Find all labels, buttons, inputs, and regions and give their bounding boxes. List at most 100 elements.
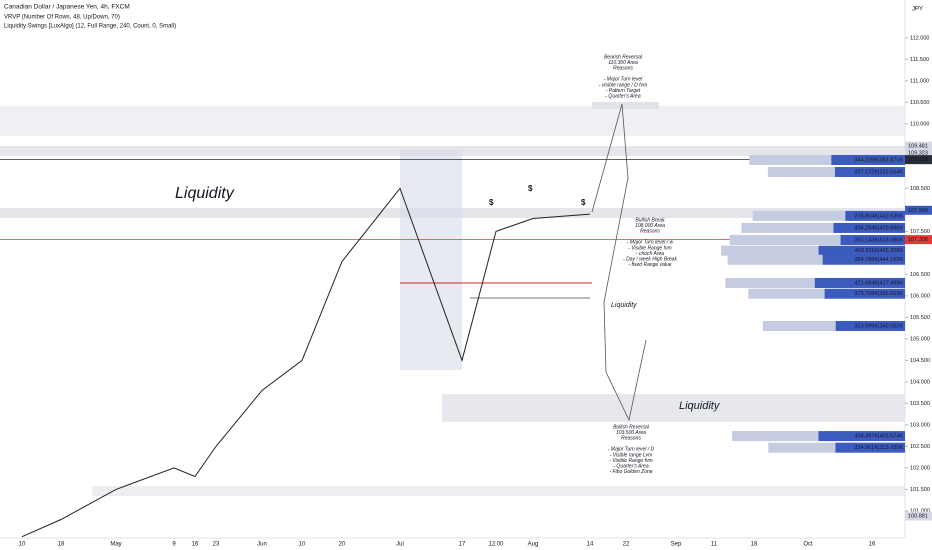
profile-label: 334.284K|429.886K — [854, 225, 903, 231]
profile-label: 324.901K|313.789K — [854, 445, 903, 451]
y-tick-label: 104.000 — [910, 379, 930, 385]
price-tag-label: 107.990 — [908, 208, 928, 214]
x-tick-label: 22 — [623, 542, 630, 548]
profile-label: 301.143K|518.086K — [854, 237, 903, 243]
y-tick-label: 101.500 — [910, 487, 930, 493]
swing-mark: $ — [489, 198, 494, 207]
currency: JPY — [912, 7, 923, 13]
swing-mark: $ — [581, 198, 586, 207]
x-tick-label: 20 — [339, 542, 346, 548]
x-tick-label: Jun — [257, 542, 267, 548]
annotation: 108.000 Area — [635, 223, 665, 229]
zone — [0, 106, 905, 136]
profile-label: 344.226K|382.871K — [854, 157, 903, 163]
profile-down — [752, 210, 846, 221]
x-tick-label: Aug — [528, 542, 539, 548]
annotation: Reasons — [613, 66, 633, 72]
x-tick-label: 12:00 — [488, 542, 504, 548]
annotation: - Pattern Target — [606, 88, 641, 94]
liquidity-label: Liquidity — [175, 185, 235, 202]
y-tick-label: 111.000 — [910, 78, 929, 84]
x-tick-label: 23 — [213, 542, 220, 548]
price-tag-label: 109.168 — [908, 157, 928, 163]
profile-up — [818, 431, 905, 442]
zone — [442, 394, 905, 422]
annotation: Reasons — [621, 436, 641, 442]
price-tag-label: 107.308 — [908, 237, 928, 243]
y-tick-label: 107.500 — [910, 229, 930, 235]
y-tick-label: 110.000 — [910, 121, 929, 127]
profile-up — [814, 277, 905, 288]
profile-down — [748, 288, 825, 299]
y-tick-label: 104.500 — [910, 358, 930, 364]
price-tag — [905, 205, 932, 215]
profile-up — [831, 154, 905, 165]
profile-up — [834, 167, 905, 178]
indicator: VRVP (Number Of Rows, 48, Up/Down, 70) — [4, 15, 120, 21]
profile-up — [835, 442, 905, 453]
annotation: - visible range / D fvm — [599, 82, 647, 88]
annotation: Bullish Reversal — [613, 424, 650, 430]
y-tick-label: 111.500 — [910, 57, 929, 63]
y-tick-label: 106.000 — [910, 293, 930, 299]
liquidity-label: Liquidity — [611, 302, 637, 309]
x-tick-label: 10 — [299, 542, 306, 548]
profile-down — [749, 154, 832, 165]
price-axis — [905, 0, 932, 550]
profile-down — [732, 431, 819, 442]
annotation: - Major Turn level — [604, 77, 643, 83]
x-tick-label: 18 — [58, 542, 65, 548]
annotation: - Major Turn level / D — [608, 447, 655, 453]
y-tick-label: 105.500 — [910, 315, 930, 321]
liquidity-label: Liquidity — [679, 400, 721, 412]
profile-label: 323.999K|340.052K — [854, 323, 903, 329]
profile-label: 278.804K|432.635K — [854, 213, 903, 219]
profile-down — [727, 254, 823, 265]
profile-up — [840, 234, 905, 245]
profile-label: 404.397K|403.574K — [854, 434, 903, 440]
y-tick-label: 106.500 — [910, 272, 930, 278]
profile-down — [767, 167, 835, 178]
x-tick-label: 16 — [869, 542, 876, 548]
annotation: - Visible range Lvm — [610, 452, 653, 458]
x-tick-label: 17 — [459, 542, 466, 548]
annotation: - Major Turn level / w — [627, 240, 674, 246]
price-tag — [905, 155, 932, 165]
profile-down — [725, 277, 815, 288]
annotation: Bullish Break — [635, 217, 665, 223]
profile-up — [822, 254, 905, 265]
profile-down — [729, 234, 841, 245]
x-tick-label: 10 — [19, 542, 26, 548]
annotation: 110.300 Area — [608, 60, 638, 66]
x-tick-label: Sep — [671, 542, 682, 548]
y-tick-label: 103.500 — [910, 401, 930, 407]
annotation: - Visible Range fvm — [609, 458, 652, 464]
title: Canadian Dollar / Japanese Yen, 4h, FXCM — [4, 4, 130, 11]
y-tick-label: 105.000 — [910, 336, 930, 342]
annotation: - Visible Range fvm — [628, 245, 671, 251]
profile-up — [818, 245, 905, 256]
price-tag — [905, 148, 932, 158]
y-tick-label: 110.500 — [910, 100, 929, 106]
profile-label: 403.911K|455.328K — [855, 248, 903, 254]
y-tick-label: 102.500 — [910, 444, 930, 450]
price-tag — [905, 235, 932, 245]
y-tick-label: 103.000 — [910, 422, 930, 428]
profile-up — [845, 210, 905, 221]
annotation: Reasons — [640, 229, 660, 235]
price-tag-label: 109.323 — [908, 150, 928, 156]
annotation: - Quarter's Area — [605, 94, 640, 100]
x-tick-label: 16 — [192, 542, 199, 548]
projection — [591, 103, 647, 422]
price-tag — [905, 141, 932, 151]
profile-label: 384.786K|444.152K — [854, 257, 903, 263]
x-tick-label: May — [110, 542, 121, 548]
annotation: - Fibo Golden Zone — [609, 469, 652, 475]
range-profile — [400, 150, 462, 370]
y-tick-label: 101.000 — [910, 508, 930, 514]
profile-up — [835, 320, 905, 331]
profile-label: 327.122K|313.564K — [854, 169, 903, 175]
price-tag — [905, 511, 932, 521]
indicator: Liquidity Swings [LuxAlgo] (12, Full Ran… — [4, 24, 176, 30]
